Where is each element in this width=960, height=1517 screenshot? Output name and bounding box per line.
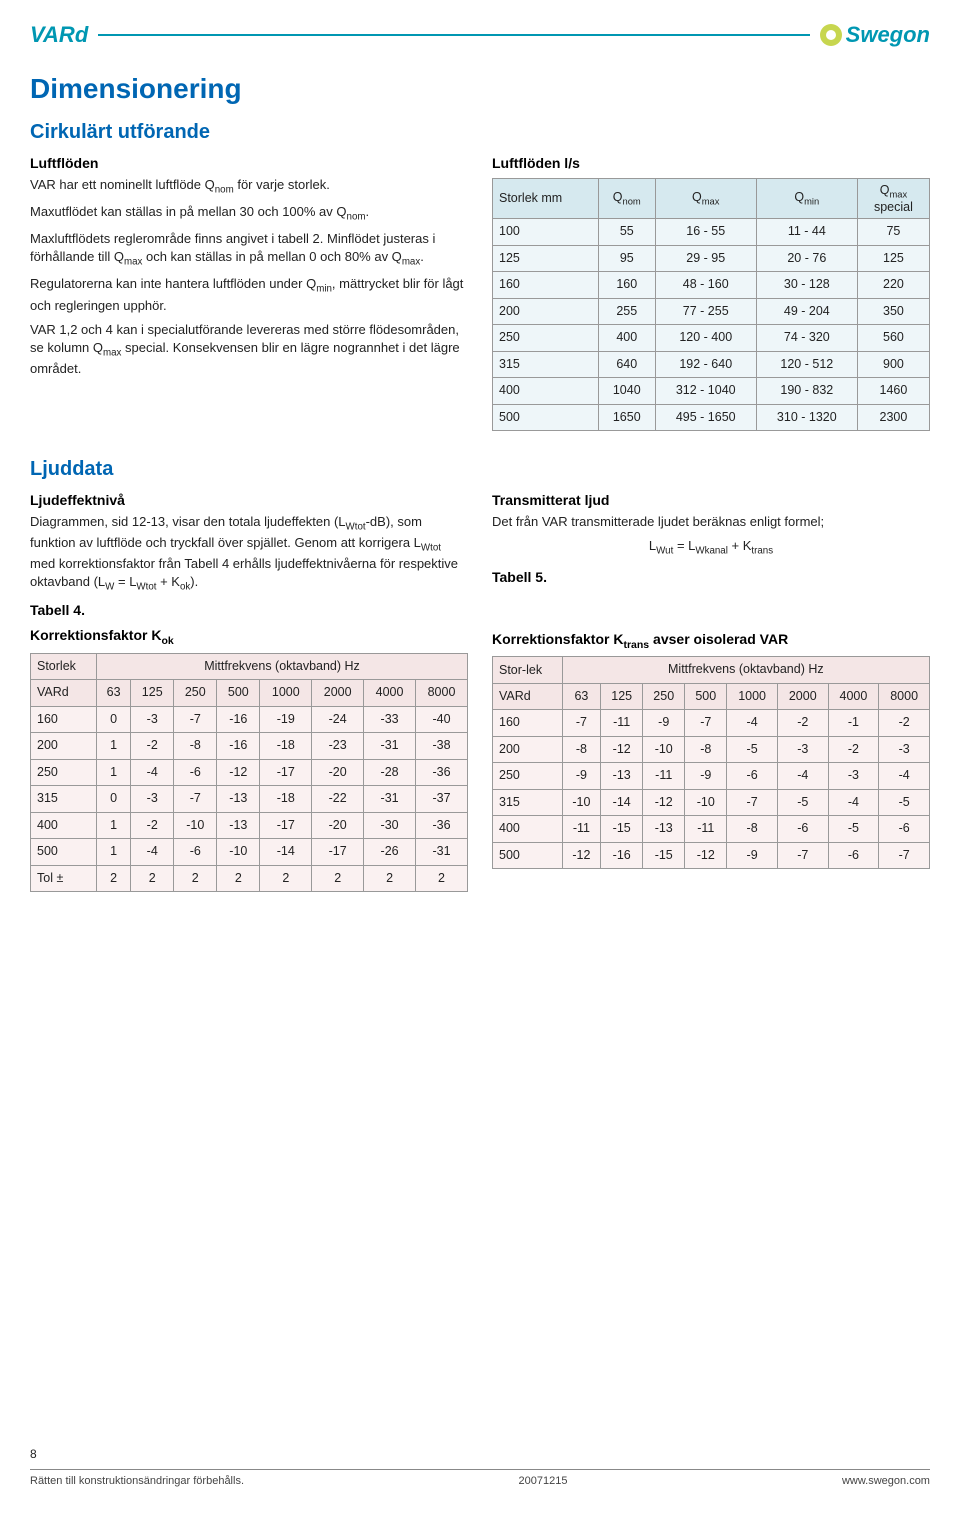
ktrans-heading: Korrektionsfaktor Ktrans avser oisolerad… [492, 630, 930, 652]
formula: LWut = LWkanal + Ktrans [492, 537, 930, 558]
ljudeffekt-p: Diagrammen, sid 12-13, visar den totala … [30, 513, 468, 595]
transmitterat-p: Det från VAR transmitterade ljudet beräk… [492, 513, 930, 531]
footer-right: www.swegon.com [842, 1474, 930, 1489]
product-name: VARd [30, 20, 88, 51]
ktrans-storlek: Stor-lek [493, 657, 563, 684]
kok-heading: Korrektionsfaktor Kok [30, 626, 468, 648]
luftfloden-p2: Maxutflödet kan ställas in på mellan 30 … [30, 203, 468, 224]
table-row: 160-7-11-9-7-4-2-1-2 [493, 710, 930, 737]
logo-icon [820, 24, 842, 46]
ktrans-mitt: Mittfrekvens (oktavband) Hz [562, 657, 929, 684]
footer-mid: 20071215 [519, 1474, 568, 1489]
table-row: 315640192 - 640120 - 512900 [493, 351, 930, 378]
table-row: 3150-3-7-13-18-22-31-37 [31, 786, 468, 813]
luftfloden-p5: VAR 1,2 och 4 kan i specialutförande lev… [30, 321, 468, 379]
table-row: 500-12-16-15-12-9-7-6-7 [493, 842, 930, 869]
luftfloden-p4: Regulatorerna kan inte hantera luftflöde… [30, 275, 468, 314]
tabell4-heading: Tabell 4. [30, 601, 468, 621]
tabell5-heading: Tabell 5. [492, 568, 930, 588]
ljudeffekt-heading: Ljudeffektnivå [30, 491, 468, 511]
col-qspec: Qmaxspecial [857, 178, 929, 219]
dimensionering-heading: Dimensionering [30, 69, 930, 108]
ljuddata-heading: Ljuddata [30, 455, 930, 483]
flow-table: Storlek mm Qnom Qmax Qmin Qmaxspecial 10… [492, 178, 930, 432]
kok-storlek: Storlek [31, 653, 97, 680]
table-row: 1600-3-7-16-19-24-33-40 [31, 706, 468, 733]
table-row: 2001-2-8-16-18-23-31-38 [31, 733, 468, 760]
table-row: 250400120 - 40074 - 320560 [493, 325, 930, 352]
luftfloden-p3: Maxluftflödets reglerområde finns angive… [30, 230, 468, 269]
luftfloden-heading: Luftflöden [30, 154, 468, 174]
table-row: 1259529 - 9520 - 76125 [493, 245, 930, 272]
kok-table: Storlek Mittfrekvens (oktavband) Hz VARd… [30, 653, 468, 893]
top-header: VARd Swegon [30, 20, 930, 51]
table-row: 5001650495 - 1650310 - 13202300 [493, 404, 930, 431]
cirkulart-heading: Cirkulärt utförande [30, 118, 930, 146]
luftfloden-ls-heading: Luftflöden l/s [492, 154, 930, 174]
table-row: 1005516 - 5511 - 4475 [493, 219, 930, 246]
right-column-top: Luftflöden l/s Storlek mm Qnom Qmax Qmin… [492, 148, 930, 445]
ktrans-table: Stor-lek Mittfrekvens (oktavband) Hz VAR… [492, 656, 930, 869]
page-number: 8 [30, 1446, 930, 1463]
page-footer: Rätten till konstruktionsändringar förbe… [30, 1469, 930, 1489]
table-row: 400-11-15-13-11-8-6-5-6 [493, 816, 930, 843]
col-qmax: Qmax [655, 178, 756, 219]
right-column-bottom: Transmitterat ljud Det från VAR transmit… [492, 485, 930, 883]
brand-name: Swegon [846, 20, 930, 51]
table-row: Tol ±22222222 [31, 865, 468, 892]
table-row: 20025577 - 25549 - 204350 [493, 298, 930, 325]
col-qmin: Qmin [756, 178, 857, 219]
table-row: 4001-2-10-13-17-20-30-36 [31, 812, 468, 839]
table-row: 315-10-14-12-10-7-5-4-5 [493, 789, 930, 816]
table-row: 250-9-13-11-9-6-4-3-4 [493, 763, 930, 790]
table-row: 16016048 - 16030 - 128220 [493, 272, 930, 299]
brand-logo: Swegon [820, 20, 930, 51]
table-row: 200-8-12-10-8-5-3-2-3 [493, 736, 930, 763]
left-column-bottom: Ljudeffektnivå Diagrammen, sid 12-13, vi… [30, 485, 468, 906]
left-column-top: Luftflöden VAR har ett nominellt luftflö… [30, 148, 468, 385]
footer-left: Rätten till konstruktionsändringar förbe… [30, 1474, 244, 1489]
table-row: 2501-4-6-12-17-20-28-36 [31, 759, 468, 786]
col-storlek: Storlek mm [493, 178, 599, 219]
table-row: 4001040312 - 1040190 - 8321460 [493, 378, 930, 405]
header-rule [98, 34, 809, 36]
luftfloden-p1: VAR har ett nominellt luftflöde Qnom för… [30, 176, 468, 197]
kok-mitt: Mittfrekvens (oktavband) Hz [97, 653, 468, 680]
table-row: 5001-4-6-10-14-17-26-31 [31, 839, 468, 866]
col-qnom: Qnom [598, 178, 655, 219]
transmitterat-heading: Transmitterat ljud [492, 491, 930, 511]
